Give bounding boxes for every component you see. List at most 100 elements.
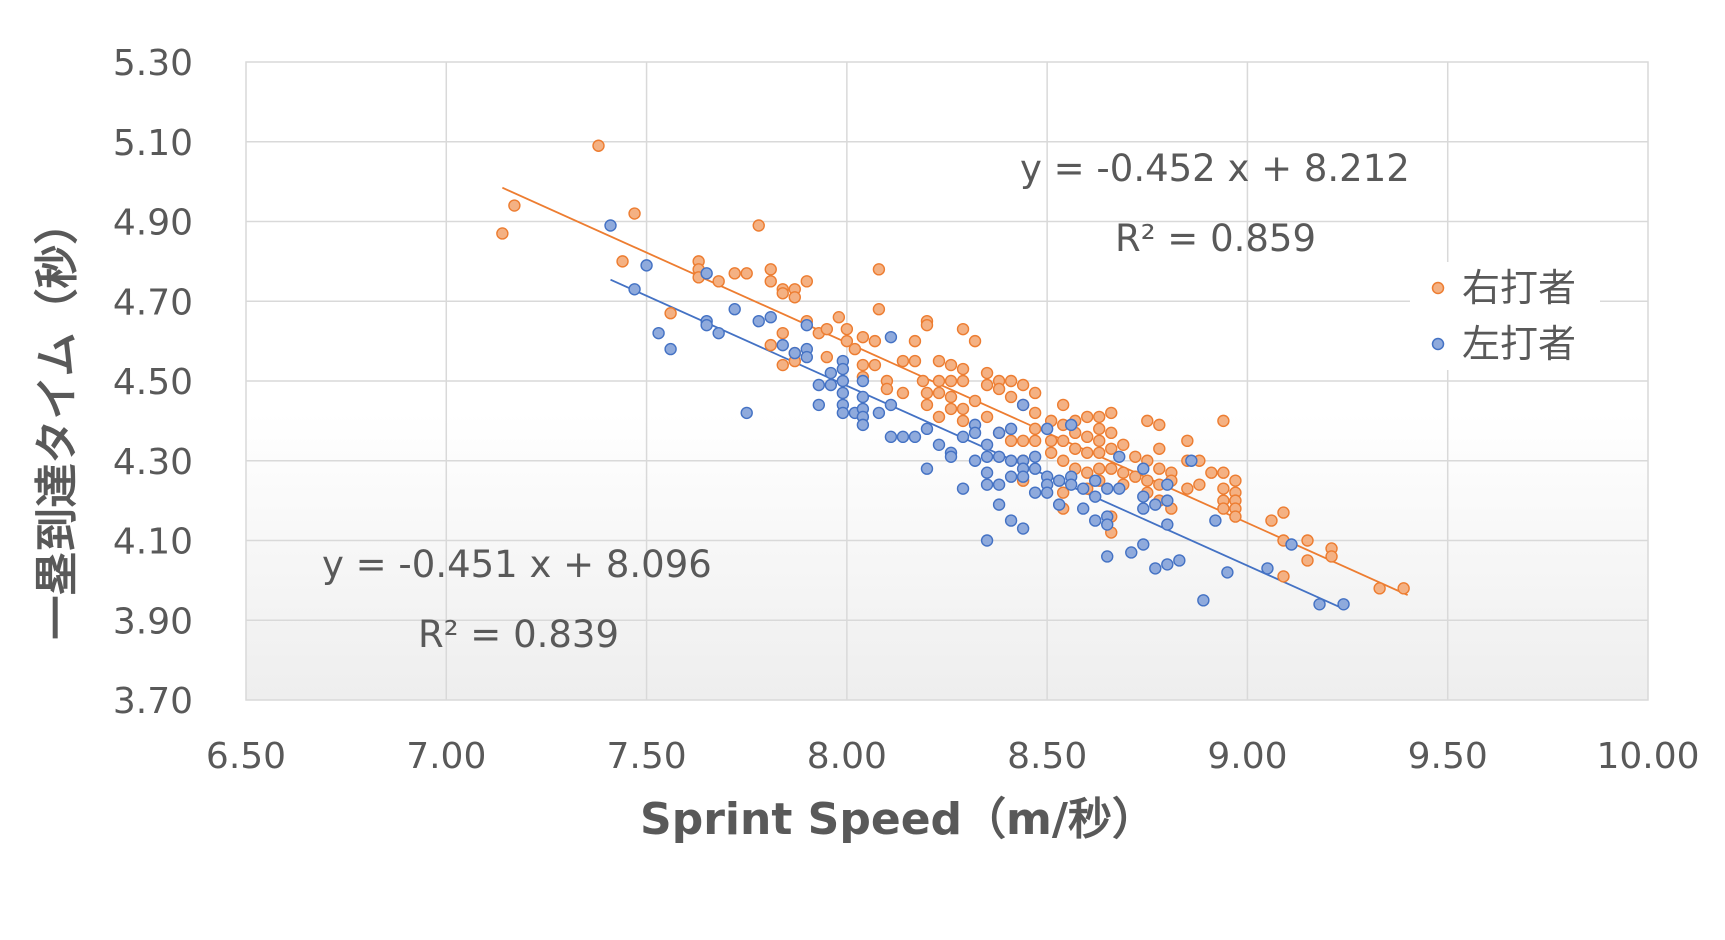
data-point-series-1: [836, 374, 850, 388]
data-point-series-0: [1105, 462, 1118, 475]
data-point-series-1: [1028, 462, 1042, 475]
data-point-series-0: [944, 402, 958, 416]
x-tick-label: 9.50: [1408, 736, 1488, 777]
data-point-series-0: [496, 227, 509, 240]
data-point-series-1: [1101, 518, 1114, 531]
data-point-series-1: [1089, 490, 1102, 503]
data-point-series-1: [1089, 474, 1102, 487]
x-tick-label: 7.00: [406, 736, 486, 777]
data-point-series-1: [1197, 594, 1210, 607]
data-point-series-0: [908, 354, 922, 368]
data-point-series-0: [1217, 414, 1230, 428]
data-point-series-1: [824, 366, 838, 380]
data-point-series-0: [1068, 442, 1082, 455]
data-point-series-1: [980, 478, 994, 491]
data-point-series-1: [980, 534, 994, 547]
data-point-series-0: [728, 267, 741, 280]
data-point-series-1: [992, 450, 1006, 463]
data-point-series-1: [856, 390, 870, 404]
data-point-series-0: [776, 358, 789, 372]
data-point-series-0: [1153, 442, 1166, 455]
data-point-series-0: [856, 330, 870, 344]
data-point-series-0: [628, 207, 641, 220]
data-point-series-0: [1093, 434, 1106, 448]
data-point-series-0: [1004, 434, 1018, 448]
data-point-series-0: [992, 382, 1006, 396]
data-point-series-1: [1064, 478, 1078, 491]
data-point-series-1: [1261, 562, 1274, 575]
data-point-series-1: [1016, 398, 1030, 412]
data-point-series-1: [728, 303, 741, 316]
data-point-series-1: [1089, 514, 1102, 527]
legend: 右打者 左打者: [1410, 262, 1600, 370]
data-point-series-0: [1056, 398, 1070, 412]
data-point-series-1: [700, 318, 713, 332]
data-point-series-1: [1285, 538, 1298, 551]
data-point-series-0: [1217, 502, 1230, 515]
data-point-series-0: [968, 334, 982, 348]
data-point-series-1: [824, 378, 838, 392]
data-point-series-1: [968, 426, 982, 440]
data-point-series-1: [1040, 486, 1054, 499]
data-point-series-0: [1044, 446, 1058, 459]
data-point-series-1: [1209, 514, 1222, 527]
legend-label-left-batter: 左打者: [1462, 322, 1576, 366]
data-point-series-1: [856, 418, 870, 432]
data-point-series-0: [832, 311, 846, 324]
data-point-series-1: [1137, 462, 1150, 475]
data-point-series-0: [1277, 506, 1290, 519]
data-point-series-1: [920, 422, 934, 436]
data-point-series-0: [848, 342, 862, 356]
data-point-series-1: [956, 482, 970, 495]
y-tick-label: 4.70: [113, 282, 193, 323]
data-point-series-0: [1105, 406, 1118, 420]
legend-marker-left-batter: [1431, 337, 1445, 351]
data-point-series-0: [776, 326, 789, 340]
data-point-series-0: [740, 267, 753, 280]
y-axis-title: 一塁到達タイム（秒）: [32, 200, 83, 639]
data-point-series-0: [1373, 582, 1386, 595]
data-point-series-1: [1101, 482, 1114, 495]
data-point-series-0: [944, 374, 958, 388]
data-points: [496, 139, 1410, 611]
data-point-series-1: [920, 462, 934, 475]
x-tick-label: 8.50: [1007, 736, 1087, 777]
data-point-series-0: [908, 334, 922, 348]
data-point-series-0: [868, 358, 882, 372]
data-point-series-0: [944, 358, 958, 372]
data-point-series-0: [1080, 430, 1094, 444]
data-point-series-0: [776, 287, 789, 300]
data-point-series-1: [800, 350, 813, 364]
data-point-series-0: [1129, 450, 1142, 463]
data-point-series-1: [872, 406, 886, 420]
data-point-series-0: [1181, 434, 1194, 448]
data-point-series-0: [1325, 550, 1338, 563]
data-point-series-1: [884, 398, 898, 412]
data-point-series-0: [1028, 422, 1042, 436]
data-point-series-0: [932, 410, 946, 424]
data-point-series-0: [868, 334, 882, 348]
data-point-series-0: [820, 350, 834, 364]
data-point-series-0: [872, 303, 886, 316]
data-point-series-0: [956, 414, 970, 428]
data-point-series-1: [1149, 562, 1162, 575]
legend-background: [1410, 262, 1600, 370]
data-point-series-0: [764, 338, 777, 352]
data-point-series-0: [1141, 474, 1154, 487]
legend-marker-right-batter: [1431, 281, 1445, 295]
data-point-series-0: [1093, 446, 1106, 459]
data-point-series-1: [968, 454, 982, 467]
data-point-series-0: [788, 291, 801, 304]
data-point-series-1: [1137, 538, 1150, 551]
data-point-series-1: [1149, 498, 1162, 511]
data-point-series-0: [880, 382, 894, 396]
data-point-series-0: [752, 219, 765, 232]
data-point-series-1: [836, 362, 850, 376]
data-point-series-0: [1301, 534, 1314, 547]
data-point-series-0: [1105, 442, 1118, 455]
data-point-series-0: [508, 199, 521, 212]
eq-left-batter: y = -0.451 x + 8.096: [322, 543, 712, 586]
data-point-series-0: [1080, 446, 1094, 459]
data-point-series-1: [1161, 518, 1174, 531]
data-point-series-1: [1161, 558, 1174, 571]
